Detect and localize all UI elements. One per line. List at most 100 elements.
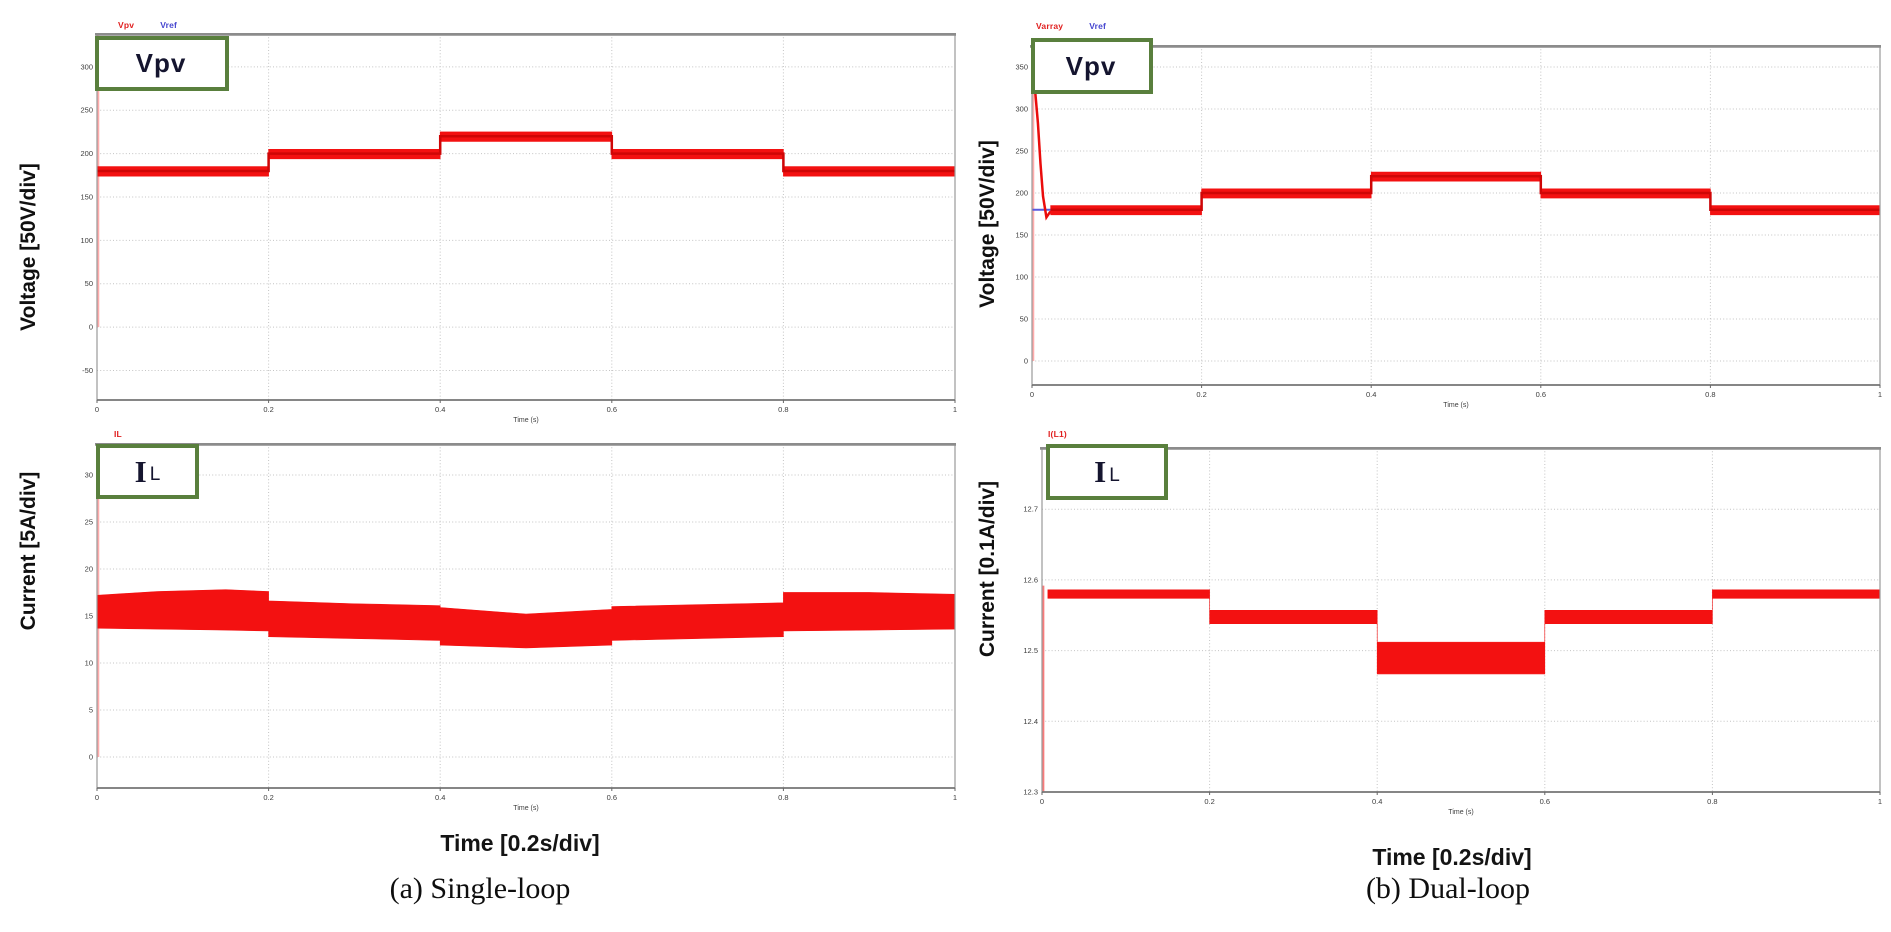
svg-text:50: 50 [1020,314,1028,323]
grid [97,34,955,400]
svg-text:100: 100 [80,236,93,245]
label-box-text: Vpv [1065,50,1117,81]
svg-text:250: 250 [1015,146,1028,155]
legend-il-single: IL [114,429,122,439]
svg-text:12.7: 12.7 [1023,505,1038,514]
svg-text:12.5: 12.5 [1023,646,1038,655]
svg-text:1: 1 [1878,797,1882,806]
x-axis-label: Time (s) [513,805,538,812]
time-caption-right: Time [0.2s/div] [1372,844,1532,870]
legend-vpv-dual: Varray Vref [1036,21,1106,31]
svg-text:0.8: 0.8 [1705,390,1715,399]
svg-text:200: 200 [1015,188,1028,197]
vpv-dual-waveform: 350 300 250 200 150 100 50 0 0 0.2 0.4 0.6 0.8 1 Time … [1015,44,1882,409]
y-caption-voltage-left: Voltage [50V/div] [17,163,40,331]
svg-text:15: 15 [85,611,93,620]
vpv-single-waveform: 300 250 200 150 100 50 0 -50 0 0.2 0.4 0.6 0.8 1 Time … [80,32,957,424]
svg-text:0.4: 0.4 [435,793,445,802]
svg-text:0.4: 0.4 [1366,390,1376,399]
svg-text:12.6: 12.6 [1023,575,1038,584]
svg-text:100: 100 [1015,272,1028,281]
subfigure-caption-a: (a) Single-loop [389,872,571,905]
axis-labels: 350 300 250 200 150 100 50 0 0 0.2 0.4 0.6 0.8 1 Time … [1015,63,1882,409]
svg-text:0: 0 [89,752,93,761]
axis-labels: 300 250 200 150 100 50 0 -50 0 0.2 0.4 0.6 0.8 1 Time … [80,62,957,424]
svg-text:0.2: 0.2 [263,405,273,414]
svg-text:0.6: 0.6 [607,793,617,802]
y-caption-voltage-right: Voltage [50V/div] [976,140,999,308]
svg-text:0.8: 0.8 [778,793,788,802]
svg-text:150: 150 [1015,230,1028,239]
il-single-waveform: 30 25 20 15 10 5 0 0 0.2 0.4 0.6 0.8 1 Time (s) [85,442,957,812]
svg-text:0: 0 [1040,797,1044,806]
legend-item-varray: Varray [1036,21,1064,31]
plot-vpv-dual: 350 300 250 200 150 100 50 0 0 0.2 0.4 0.6 0.8 1 Time … [1002,44,1891,416]
svg-text:1: 1 [953,793,957,802]
svg-text:0: 0 [95,793,99,802]
axis-labels: 30 25 20 15 10 5 0 0 0.2 0.4 0.6 0.8 1 Time (s) [85,470,957,812]
svg-text:25: 25 [85,517,93,526]
svg-text:50: 50 [85,279,93,288]
label-box-vpv-dual: Vpv [1031,38,1153,94]
label-box-subtext: L [149,464,161,485]
time-caption-left: Time [0.2s/div] [440,830,600,856]
label-box-text: I [134,453,148,489]
legend-vpv-single: Vpv Vref [118,20,177,30]
label-box-subtext: L [1109,464,1120,486]
svg-text:0: 0 [1024,356,1028,365]
svg-text:5: 5 [89,705,93,714]
grid [1032,46,1880,385]
legend-item-il1: I(L1) [1048,429,1067,439]
svg-text:350: 350 [1015,63,1028,72]
svg-text:300: 300 [1015,105,1028,114]
svg-text:12.3: 12.3 [1023,788,1038,797]
legend-item-vpv: Vpv [118,20,135,30]
x-axis-label: Time (s) [513,417,538,424]
y-caption-current-right: Current [0.1A/div] [976,480,999,658]
series [96,33,956,328]
svg-text:0.8: 0.8 [1707,797,1717,806]
svg-text:0.2: 0.2 [263,793,273,802]
svg-text:20: 20 [85,564,93,573]
legend-item-il: IL [114,429,122,439]
label-box-vpv-single: Vpv [95,36,229,91]
x-axis-label: Time (s) [1443,402,1468,409]
svg-text:1: 1 [953,405,957,414]
svg-text:10: 10 [85,658,93,667]
svg-text:0: 0 [89,323,93,332]
svg-text:300: 300 [80,62,93,71]
svg-text:30: 30 [85,470,93,479]
svg-text:-50: -50 [82,366,93,375]
svg-text:0.4: 0.4 [435,405,445,414]
legend-item-vref2: Vref [1089,21,1107,31]
plot-vpv-single: 300 250 200 150 100 50 0 -50 0 0.2 0.4 0.6 0.8 1 Time … [67,32,967,431]
svg-text:0.2: 0.2 [1196,390,1206,399]
svg-text:0.4: 0.4 [1372,797,1382,806]
plot-il-dual: 12.7 12.6 12.5 12.4 12.3 0 0.2 0.4 0.6 0.8 1 Time (… [1012,446,1891,823]
svg-text:0.8: 0.8 [778,405,788,414]
svg-text:200: 200 [80,149,93,158]
svg-text:250: 250 [80,106,93,115]
axis-labels: 12.7 12.6 12.5 12.4 12.30 0.2 0.4 0.6 0.8 1 Time (… [1023,505,1882,816]
il-dual-waveform: 12.7 12.6 12.5 12.4 12.30 0.2 0.4 0.6 0.8 1 Time (… [1023,446,1882,816]
svg-text:0.6: 0.6 [607,405,617,414]
x-axis-label: Time (s) [1448,809,1473,816]
svg-text:0.6: 0.6 [1536,390,1546,399]
legend-item-vref: Vref [160,20,178,30]
svg-text:1: 1 [1878,390,1882,399]
series [1042,585,1881,792]
y-caption-current-left: Current [5A/div] [17,471,40,631]
svg-text:0.2: 0.2 [1204,797,1214,806]
label-box-text: I [1094,454,1108,489]
svg-text:150: 150 [80,192,93,201]
legend-il-dual: I(L1) [1048,429,1067,439]
plot-il-single: 30 25 20 15 10 5 0 0 0.2 0.4 0.6 0.8 1 Time (s) [67,442,967,819]
svg-text:0: 0 [95,405,99,414]
label-box-text: Vpv [135,48,187,78]
subfigure-caption-b: (b) Dual-loop [1365,872,1531,905]
svg-text:12.4: 12.4 [1023,717,1038,726]
svg-text:0.6: 0.6 [1540,797,1550,806]
